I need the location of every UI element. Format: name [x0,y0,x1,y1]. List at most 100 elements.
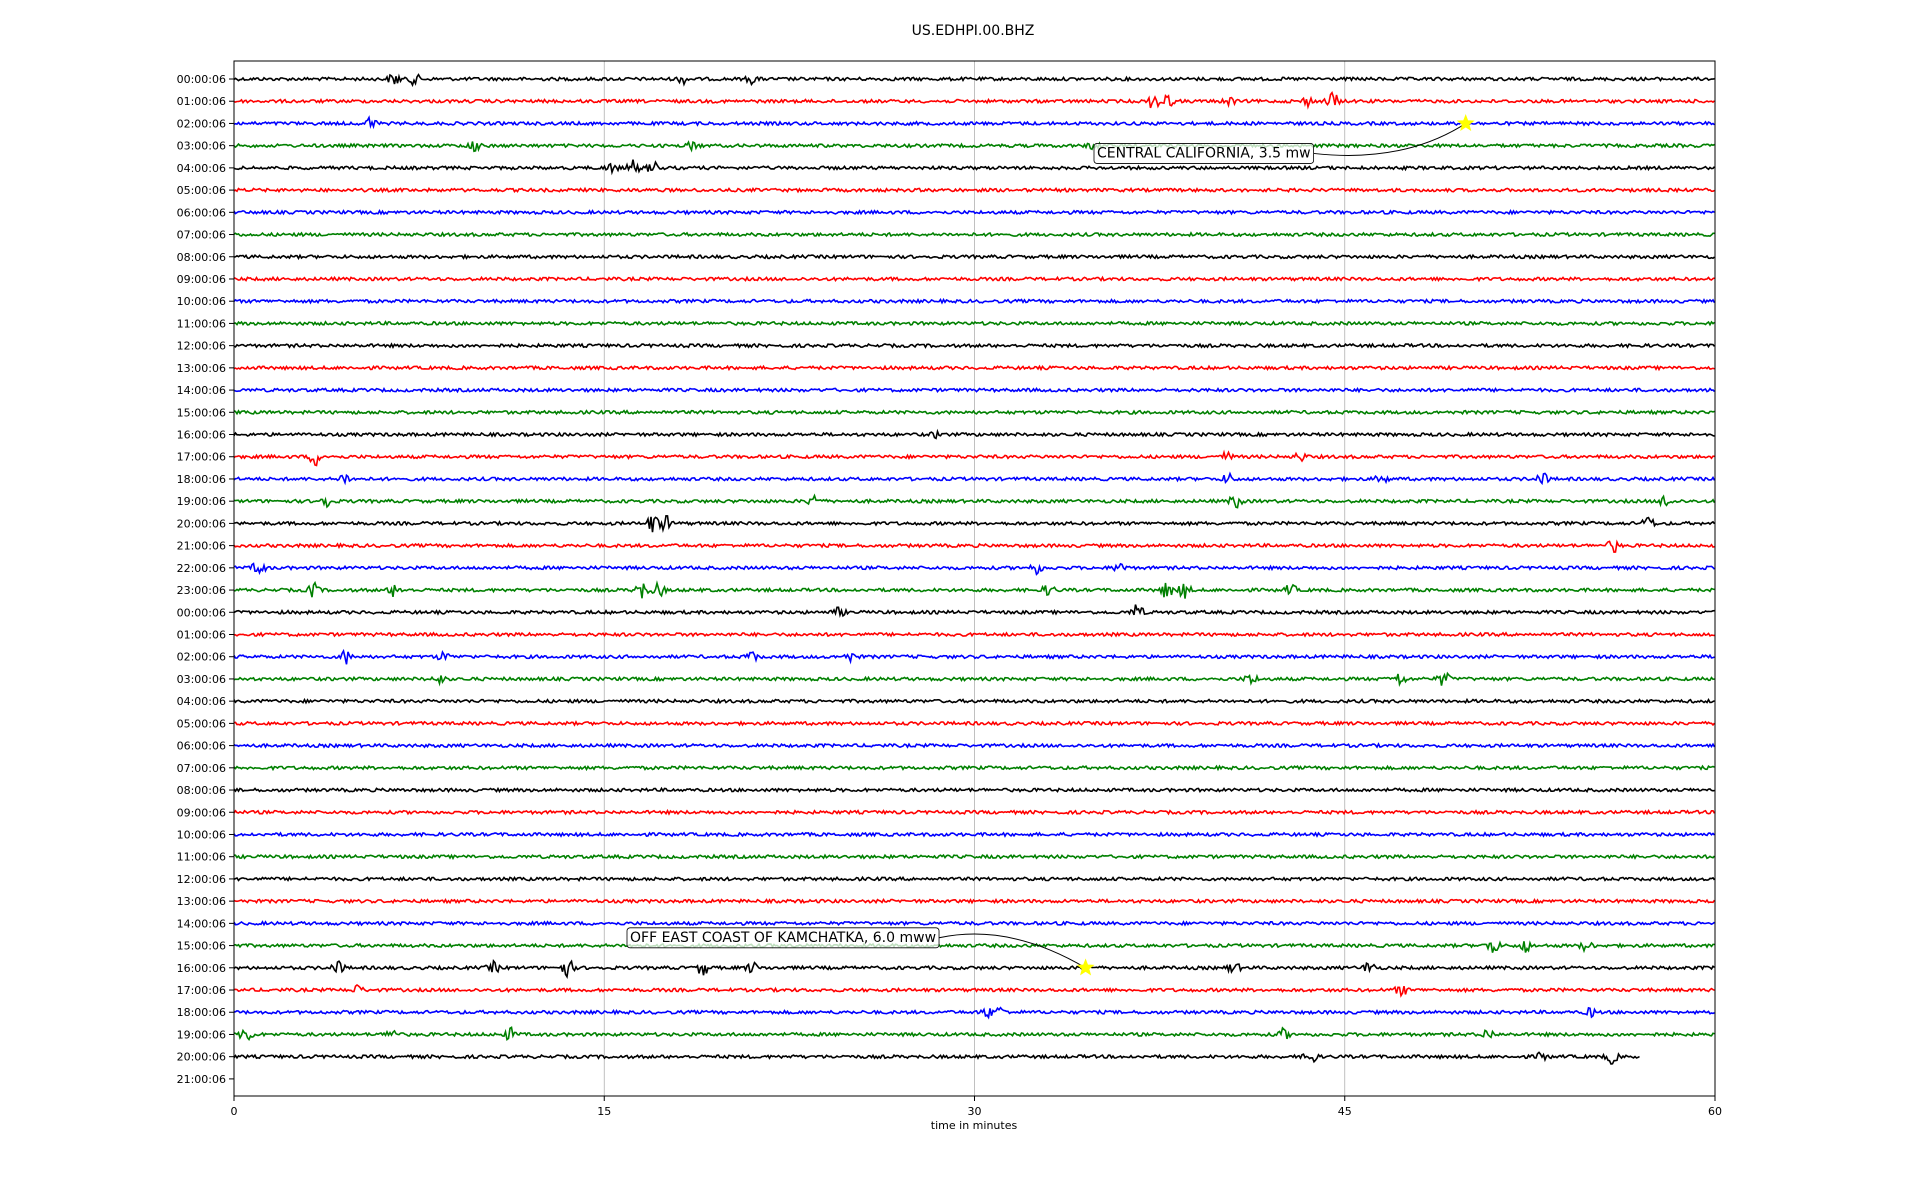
y-tick-label: 12:00:06 [177,340,226,353]
y-tick-label: 14:00:06 [177,384,226,397]
trace-line [233,742,1716,749]
x-axis-label: time in minutes [931,1119,1018,1132]
trace-line [233,648,1715,665]
trace-line [233,853,1716,861]
trace-line [233,471,1716,486]
y-tick-label: 03:00:06 [177,140,226,153]
trace-line [233,831,1716,838]
event-annotations: CENTRAL CALIFORNIA, 3.5 mw OFF EAST COAST… [626,113,1475,976]
y-tick-label: 08:00:06 [177,784,226,797]
y-tick-label: 22:00:06 [177,562,226,575]
trace-line [233,493,1716,509]
trace-line [233,1051,1640,1065]
y-tick-label: 08:00:06 [177,251,226,264]
y-tick-label: 21:00:06 [177,1073,226,1086]
trace-line [233,580,1715,599]
trace-line [233,1026,1715,1042]
y-tick-label: 00:00:06 [177,606,226,619]
trace-line [233,449,1715,467]
trace-line [233,920,1715,927]
trace-line [233,671,1715,688]
x-tick-label: 15 [597,1105,611,1118]
trace-line [233,514,1716,533]
y-tick-label: 18:00:06 [177,473,226,486]
trace-line [233,186,1715,194]
y-tick-label: 10:00:06 [177,295,226,308]
trace-line [233,364,1715,372]
y-tick-label: 10:00:06 [177,828,226,841]
trace-line [233,631,1715,638]
event-star-marker [1076,958,1095,976]
trace-line [233,1006,1715,1020]
trace-line [233,342,1716,349]
trace-line [233,720,1716,727]
x-tick-label: 0 [231,1105,238,1118]
y-tick-label: 05:00:06 [177,717,226,730]
y-tick-label: 17:00:06 [177,984,226,997]
trace-line [233,409,1715,416]
y-tick-label: 09:00:06 [177,806,226,819]
y-tick-label: 11:00:06 [177,317,226,330]
trace-line [233,297,1716,305]
trace-line [233,73,1715,88]
event-label: CENTRAL CALIFORNIA, 3.5 mw [1097,145,1311,161]
trace-line [233,875,1716,882]
trace-line [233,940,1715,954]
y-tick-label: 06:00:06 [177,206,226,219]
event-annotation: CENTRAL CALIFORNIA, 3.5 mw [1093,113,1475,164]
y-tick-label: 16:00:06 [177,429,226,442]
trace-line [233,786,1715,794]
x-tick-label: 30 [968,1105,982,1118]
y-tick-label: 05:00:06 [177,184,226,197]
y-tick-label: 19:00:06 [177,1028,226,1041]
y-tick-label: 00:00:06 [177,73,226,86]
y-tick-label: 11:00:06 [177,851,226,864]
y-axis: 00:00:06 01:00:06 02:00:06 03:00:06 04:00:06… [177,73,234,1086]
y-tick-label: 13:00:06 [177,895,226,908]
trace-line [233,231,1715,238]
y-tick-label: 17:00:06 [177,451,226,464]
y-tick-label: 01:00:06 [177,629,226,642]
grid-lines [233,61,1716,1096]
x-axis: 0 15 30 45 60 [231,1096,1722,1118]
trace-line [233,984,1715,998]
trace-line [233,539,1715,553]
trace-line [233,808,1716,816]
chart-title: US.EDHPI.00.BHZ [912,23,1035,39]
y-tick-label: 20:00:06 [177,1051,226,1064]
y-tick-label: 21:00:06 [177,540,226,553]
y-tick-label: 15:00:06 [177,406,226,419]
event-label: OFF EAST COAST OF KAMCHATKA, 6.0 mww [630,930,936,946]
y-tick-label: 13:00:06 [177,362,226,375]
trace-line [233,697,1715,705]
trace-line [233,140,1715,153]
event-annotation: OFF EAST COAST OF KAMCHATKA, 6.0 mww [626,927,1095,976]
y-tick-label: 04:00:06 [177,695,226,708]
x-tick-label: 60 [1708,1105,1722,1118]
event-connector [938,933,1086,969]
y-tick-label: 20:00:06 [177,517,226,530]
trace-line [233,320,1716,327]
y-tick-label: 15:00:06 [177,940,226,953]
y-tick-label: 06:00:06 [177,740,226,753]
y-tick-label: 09:00:06 [177,273,226,286]
trace-line [233,764,1715,772]
trace-line [233,386,1716,394]
y-tick-label: 19:00:06 [177,495,226,508]
trace-line [233,897,1716,905]
trace-line [233,275,1715,283]
y-tick-label: 07:00:06 [177,229,226,242]
seismic-traces [233,73,1716,1065]
trace-line [233,562,1716,576]
event-connector [1313,123,1466,156]
trace-line [233,604,1715,618]
y-tick-label: 16:00:06 [177,962,226,975]
trace-line [233,209,1715,216]
y-tick-label: 18:00:06 [177,1006,226,1019]
x-tick-label: 45 [1338,1105,1352,1118]
y-tick-label: 04:00:06 [177,162,226,175]
y-tick-label: 07:00:06 [177,762,226,775]
y-tick-label: 02:00:06 [177,651,226,664]
event-star-marker [1456,113,1475,132]
